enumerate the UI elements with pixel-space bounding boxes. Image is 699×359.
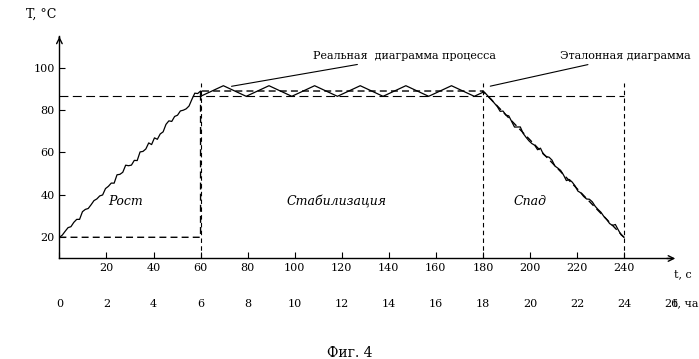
Text: 10: 10 (287, 299, 302, 308)
Text: 26: 26 (664, 299, 678, 308)
Text: Стабилизация: Стабилизация (287, 195, 387, 209)
Text: 6: 6 (197, 299, 204, 308)
Text: 18: 18 (476, 299, 490, 308)
Text: 4: 4 (150, 299, 157, 308)
Text: Эталонная диаграмма: Эталонная диаграмма (490, 51, 691, 86)
Text: 24: 24 (617, 299, 631, 308)
Text: 0: 0 (56, 299, 63, 308)
Text: t, с: t, с (674, 270, 692, 280)
Text: 12: 12 (335, 299, 349, 308)
Text: 16: 16 (428, 299, 443, 308)
Text: Спад: Спад (513, 196, 547, 209)
Text: 8: 8 (244, 299, 251, 308)
Text: Рост: Рост (108, 196, 143, 209)
Text: Реальная  диаграмма процесса: Реальная диаграмма процесса (231, 51, 496, 86)
Text: Фиг. 4: Фиг. 4 (326, 346, 373, 359)
Text: 14: 14 (382, 299, 396, 308)
Text: 22: 22 (570, 299, 584, 308)
Text: T, °C: T, °C (26, 7, 56, 20)
Text: 20: 20 (523, 299, 537, 308)
Text: 2: 2 (103, 299, 110, 308)
Text: t, час: t, час (673, 299, 699, 308)
